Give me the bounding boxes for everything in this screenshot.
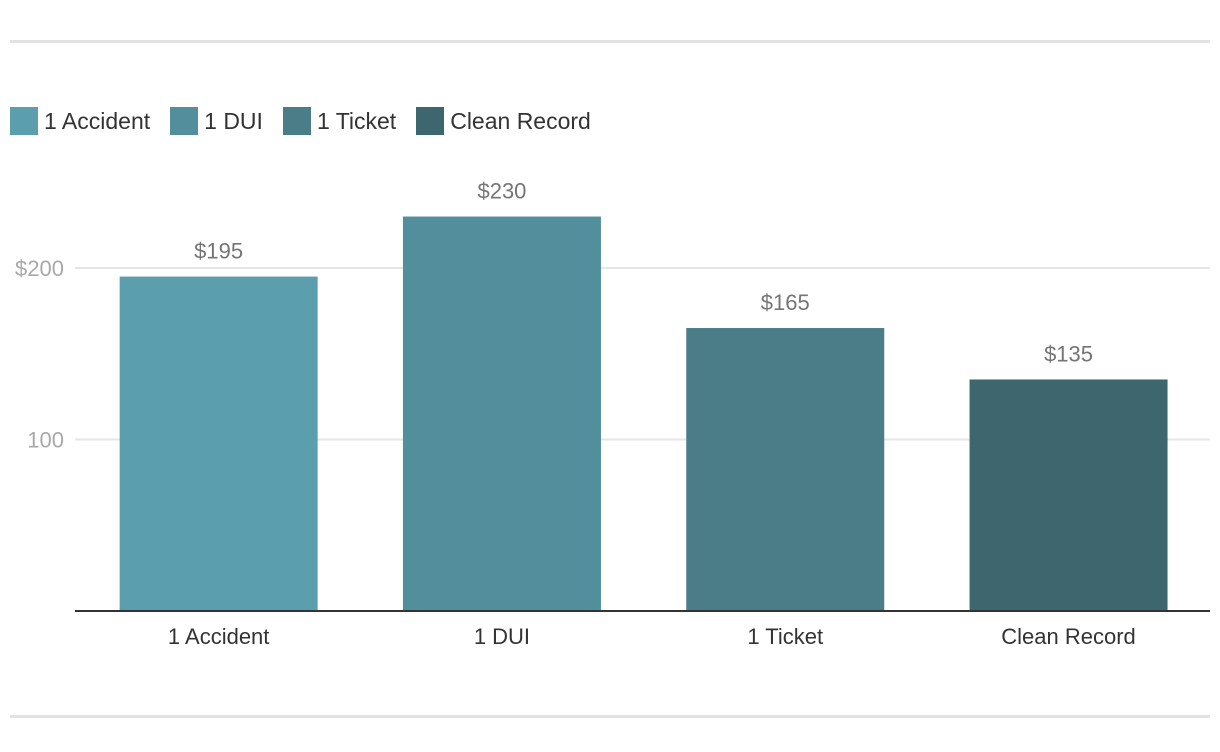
legend-swatch bbox=[170, 107, 199, 135]
legend-swatch bbox=[416, 107, 445, 135]
data-label: $230 bbox=[477, 179, 526, 204]
legend-label: Clean Record bbox=[450, 107, 591, 134]
legend-label: 1 Accident bbox=[44, 107, 151, 134]
x-tick-label: Clean Record bbox=[1001, 624, 1136, 649]
legend-item: 1 Accident bbox=[10, 107, 150, 135]
bottom-divider bbox=[10, 715, 1210, 718]
legend-label: 1 Ticket bbox=[316, 107, 397, 134]
bar bbox=[969, 379, 1168, 611]
data-label: $135 bbox=[1044, 341, 1093, 366]
bar bbox=[686, 328, 885, 611]
legend-item: 1 DUI bbox=[170, 107, 263, 135]
legend-swatch bbox=[282, 107, 311, 135]
bar bbox=[119, 276, 318, 611]
x-tick-label: 1 DUI bbox=[474, 624, 530, 649]
bar bbox=[402, 216, 601, 612]
legend-label: 1 DUI bbox=[204, 107, 263, 134]
data-label: $195 bbox=[194, 239, 243, 264]
y-tick-label: 100 bbox=[27, 428, 64, 453]
legend-swatch bbox=[10, 107, 38, 135]
data-label: $165 bbox=[761, 290, 810, 315]
y-tick-label: $200 bbox=[15, 256, 64, 281]
x-tick-label: 1 Ticket bbox=[747, 624, 823, 649]
x-tick-label: 1 Accident bbox=[168, 624, 270, 649]
legend-item: Clean Record bbox=[416, 107, 591, 135]
legend-item: 1 Ticket bbox=[282, 107, 397, 135]
chart-legend: 1 Accident 1 DUI 1 Ticket Clean Record bbox=[10, 106, 611, 136]
top-divider bbox=[10, 40, 1210, 43]
